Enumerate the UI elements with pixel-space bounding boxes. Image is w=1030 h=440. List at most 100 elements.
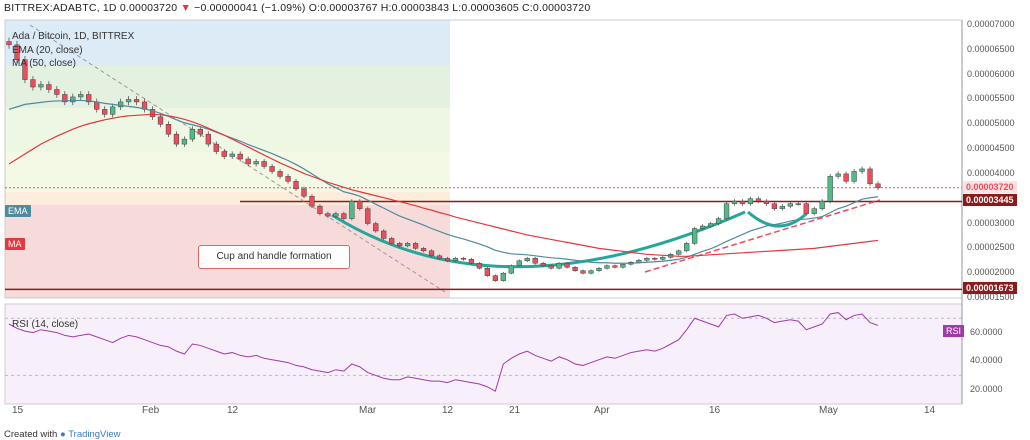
candle-body	[245, 158, 251, 165]
candle-body	[70, 96, 76, 103]
candle-body	[213, 143, 219, 152]
candle-body	[404, 243, 411, 247]
candle-body	[452, 258, 459, 262]
candle-body	[269, 166, 275, 172]
candle-body	[564, 263, 570, 268]
candle-body	[357, 200, 363, 209]
candle-body	[149, 109, 156, 118]
candle-body	[38, 84, 44, 88]
ohlc-values: O:0.00003767 H:0.00003843 L:0.00003605 C…	[308, 2, 591, 14]
candle-body	[508, 265, 514, 274]
candle-body	[548, 265, 554, 269]
cup-and-handle-callout: Cup and handle formation	[198, 245, 350, 269]
candle-body	[739, 200, 746, 204]
candle-body	[819, 200, 825, 209]
candle-body	[22, 59, 28, 80]
candle-body	[389, 238, 395, 244]
candle-body	[827, 176, 833, 202]
candle-body	[46, 84, 52, 90]
tradingview-brand: TradingView	[68, 429, 121, 440]
candle-body	[755, 198, 762, 202]
handle-arc	[747, 210, 810, 228]
price-tick-label: 0.00004500	[967, 143, 1015, 154]
candle-body	[165, 124, 172, 135]
candle-body	[835, 173, 841, 177]
price-tick-label: 0.00002500	[967, 242, 1015, 253]
candle-body	[540, 263, 546, 266]
price-tick-label: 0.00007000	[967, 18, 1015, 29]
candle-body	[859, 168, 865, 172]
candle-body	[843, 173, 849, 182]
candle-body	[636, 260, 642, 263]
candle-body	[604, 265, 610, 269]
price-tick-label: 0.00006500	[967, 43, 1015, 54]
candle-body	[205, 133, 211, 145]
rsi-line	[8, 312, 879, 392]
rsi-tick-label: 20.0000	[970, 383, 1003, 394]
candle-body	[596, 267, 602, 271]
candle-body	[684, 243, 690, 252]
candle-body	[14, 44, 20, 60]
candle-body	[715, 218, 722, 224]
candle-body	[436, 255, 443, 259]
candle-body	[779, 205, 785, 209]
candle-body	[707, 223, 714, 227]
fib-band	[5, 152, 450, 192]
price-tick-label: 0.00005000	[967, 118, 1015, 129]
candle-body	[86, 94, 92, 103]
candle-body	[229, 153, 235, 157]
candle-body	[94, 101, 100, 110]
candle-body	[428, 250, 435, 257]
downtrend-line	[29, 24, 446, 293]
resistance-price-badge: 0.00003445	[963, 194, 1017, 207]
candle-body	[500, 272, 506, 281]
symbol-name: BITTREX:ADABTC, 1D	[4, 2, 117, 14]
candle-body	[277, 171, 283, 177]
candle-body	[341, 213, 347, 219]
time-tick-label: Apr	[594, 405, 610, 416]
price-tick-label: 0.00003000	[967, 217, 1015, 228]
time-tick-label: May	[819, 405, 838, 416]
candle-body	[444, 258, 451, 262]
candle-body	[803, 203, 809, 214]
time-tick-label: Mar	[359, 405, 377, 416]
candle-body	[731, 200, 738, 204]
rsi-pane	[5, 312, 962, 392]
fib-band	[5, 192, 450, 205]
candle-body	[285, 176, 291, 182]
candle-body	[747, 198, 754, 204]
candle-body	[133, 99, 140, 103]
time-tick-label: 12	[227, 405, 239, 416]
support-price-badge: 0.00001673	[963, 282, 1017, 295]
candlesticks	[6, 37, 881, 282]
fib-band	[5, 108, 450, 152]
legend-title: Ada / Bitcoin, 1D, BITTREX	[12, 31, 135, 42]
ema-line	[8, 99, 879, 264]
time-tick-label: 14	[924, 405, 936, 416]
candle-body	[309, 195, 315, 207]
legend-ma: MA (50, close)	[12, 58, 76, 69]
candle-body	[157, 116, 164, 125]
candle-body	[524, 258, 530, 262]
candle-body	[181, 138, 188, 145]
rsi-pane-border	[4, 303, 963, 405]
candle-body	[6, 41, 12, 46]
candle-body	[253, 161, 259, 165]
candle-body	[652, 258, 658, 260]
candle-body	[333, 213, 339, 217]
candle-body	[851, 171, 857, 182]
time-tick-label: 16	[709, 405, 721, 416]
candle-body	[110, 106, 116, 115]
candle-body	[556, 263, 562, 269]
time-tick-label: 12	[442, 405, 454, 416]
candle-body	[397, 243, 403, 247]
time-tick-label: 21	[509, 405, 521, 416]
price-tick-label: 0.00006000	[967, 68, 1015, 79]
candle-body	[484, 267, 491, 276]
candle-body	[381, 230, 387, 239]
ma-tag: MA	[5, 238, 25, 250]
candle-body	[676, 250, 682, 255]
footer: Created with ● TradingView	[4, 429, 120, 440]
candle-body	[572, 266, 578, 271]
